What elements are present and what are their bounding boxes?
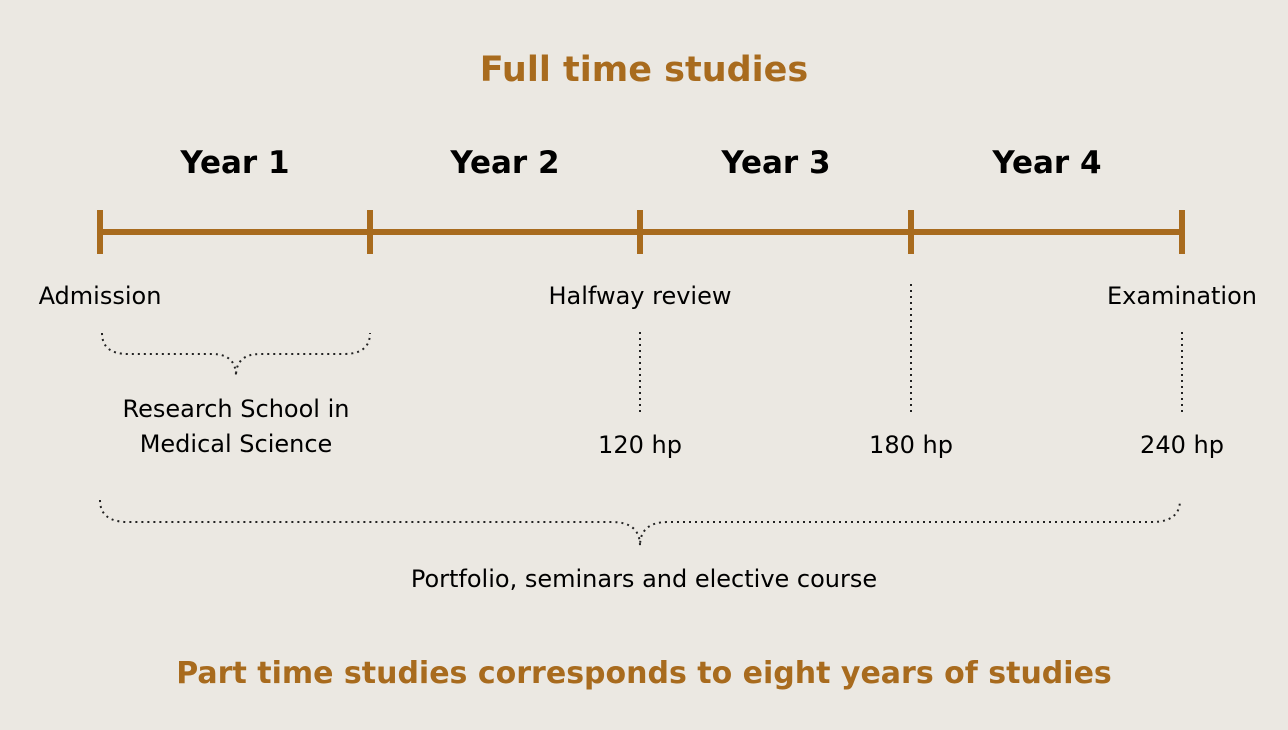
brace-research-school bbox=[101, 332, 371, 377]
research-school-line-2: Medical Science bbox=[139, 430, 333, 458]
research-school-line-1: Research School in bbox=[122, 395, 350, 423]
credits-180-label: 180 hp bbox=[869, 431, 953, 459]
portfolio-label: Portfolio, seminars and elective course bbox=[410, 565, 878, 593]
page-title: Full time studies bbox=[479, 50, 809, 90]
credits-120-label: 120 hp bbox=[598, 431, 682, 459]
credits-240-label: 240 hp bbox=[1140, 431, 1224, 459]
examination-label: Examination bbox=[1106, 282, 1257, 310]
year-1-label: Year 1 bbox=[180, 145, 290, 181]
year-2-label: Year 2 bbox=[450, 145, 560, 181]
year-3-label: Year 3 bbox=[721, 145, 831, 181]
year-4-label: Year 4 bbox=[992, 145, 1102, 181]
admission-label: Admission bbox=[38, 282, 162, 310]
footer-note: Part time studies corresponds to eight y… bbox=[176, 656, 1112, 691]
brace-portfolio bbox=[99, 499, 1181, 547]
halfway-review-label: Halfway review bbox=[548, 282, 732, 310]
